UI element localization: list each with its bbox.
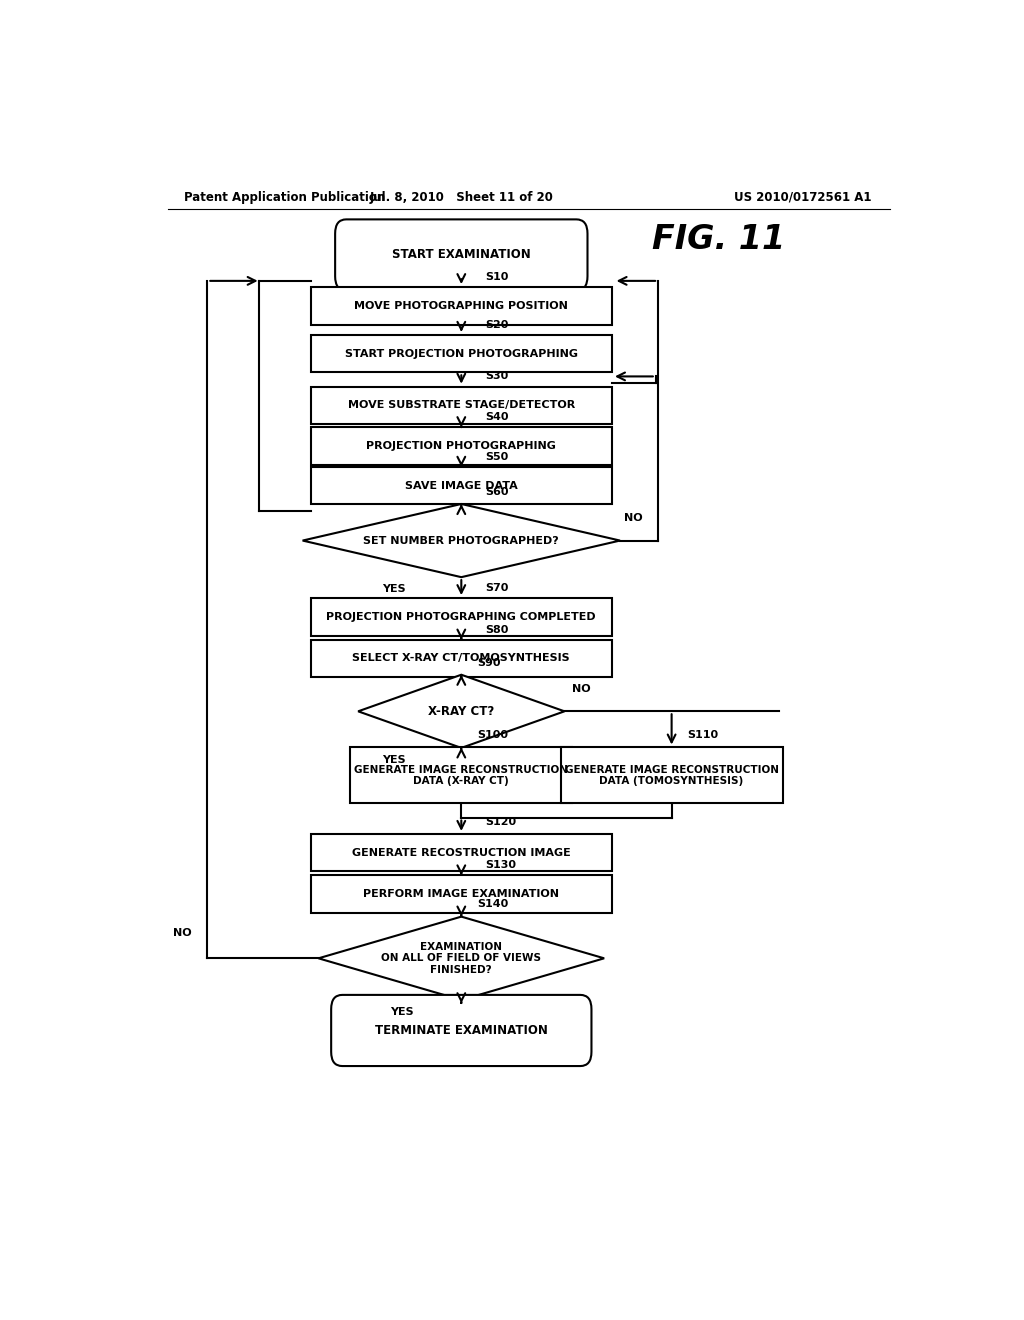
Text: PROJECTION PHOTOGRAPHING: PROJECTION PHOTOGRAPHING — [367, 441, 556, 451]
Text: GENERATE IMAGE RECONSTRUCTION
DATA (TOMOSYNTHESIS): GENERATE IMAGE RECONSTRUCTION DATA (TOMO… — [564, 764, 778, 787]
Text: S140: S140 — [477, 899, 509, 909]
Text: YES: YES — [382, 585, 406, 594]
Bar — [310, 598, 612, 636]
Text: S50: S50 — [485, 451, 508, 462]
Text: YES: YES — [382, 755, 406, 766]
Text: S80: S80 — [485, 624, 509, 635]
Text: US 2010/0172561 A1: US 2010/0172561 A1 — [734, 190, 871, 203]
Text: S10: S10 — [485, 272, 509, 281]
Text: Jul. 8, 2010   Sheet 11 of 20: Jul. 8, 2010 Sheet 11 of 20 — [370, 190, 553, 203]
Text: S30: S30 — [485, 371, 508, 381]
Bar — [310, 834, 612, 871]
Text: S110: S110 — [687, 730, 719, 741]
Text: GENERATE RECOSTRUCTION IMAGE: GENERATE RECOSTRUCTION IMAGE — [352, 847, 570, 858]
Text: S60: S60 — [485, 487, 509, 496]
Text: EXAMINATION
ON ALL OF FIELD OF VIEWS
FINISHED?: EXAMINATION ON ALL OF FIELD OF VIEWS FIN… — [381, 941, 542, 975]
Text: S40: S40 — [485, 412, 509, 422]
Polygon shape — [318, 916, 604, 1001]
Text: YES: YES — [390, 1007, 414, 1018]
Text: S90: S90 — [477, 657, 501, 668]
Bar — [310, 286, 612, 325]
FancyBboxPatch shape — [331, 995, 592, 1067]
Text: S130: S130 — [485, 861, 516, 870]
Polygon shape — [303, 504, 620, 577]
Text: SELECT X-RAY CT/TOMOSYNTHESIS: SELECT X-RAY CT/TOMOSYNTHESIS — [352, 653, 570, 664]
Bar — [310, 467, 612, 504]
Text: S20: S20 — [485, 319, 509, 330]
Polygon shape — [358, 675, 564, 748]
Bar — [560, 747, 782, 804]
Text: X-RAY CT?: X-RAY CT? — [428, 705, 495, 718]
Bar — [310, 640, 612, 677]
Text: START EXAMINATION: START EXAMINATION — [392, 248, 530, 261]
Text: MOVE PHOTOGRAPHING POSITION: MOVE PHOTOGRAPHING POSITION — [354, 301, 568, 310]
Bar — [350, 747, 572, 804]
Text: TERMINATE EXAMINATION: TERMINATE EXAMINATION — [375, 1024, 548, 1038]
Text: S100: S100 — [477, 730, 508, 741]
Text: S70: S70 — [485, 583, 509, 593]
Bar — [310, 387, 612, 424]
Text: FIG. 11: FIG. 11 — [652, 223, 785, 256]
FancyBboxPatch shape — [335, 219, 588, 290]
Bar — [310, 875, 612, 913]
Bar — [310, 428, 612, 465]
Text: SAVE IMAGE DATA: SAVE IMAGE DATA — [404, 480, 518, 491]
Text: NO: NO — [173, 928, 191, 939]
Text: NO: NO — [572, 684, 591, 694]
Text: GENERATE IMAGE RECONSTRUCTION
DATA (X-RAY CT): GENERATE IMAGE RECONSTRUCTION DATA (X-RA… — [354, 764, 568, 787]
Text: PERFORM IMAGE EXAMINATION: PERFORM IMAGE EXAMINATION — [364, 890, 559, 899]
Text: NO: NO — [624, 513, 643, 523]
Text: Patent Application Publication: Patent Application Publication — [183, 190, 385, 203]
Text: START PROJECTION PHOTOGRAPHING: START PROJECTION PHOTOGRAPHING — [345, 348, 578, 359]
Text: S120: S120 — [485, 817, 516, 826]
Text: PROJECTION PHOTOGRAPHING COMPLETED: PROJECTION PHOTOGRAPHING COMPLETED — [327, 611, 596, 622]
Text: SET NUMBER PHOTOGRAPHED?: SET NUMBER PHOTOGRAPHED? — [364, 536, 559, 545]
Bar — [310, 335, 612, 372]
Text: MOVE SUBSTRATE STAGE/DETECTOR: MOVE SUBSTRATE STAGE/DETECTOR — [348, 400, 574, 411]
